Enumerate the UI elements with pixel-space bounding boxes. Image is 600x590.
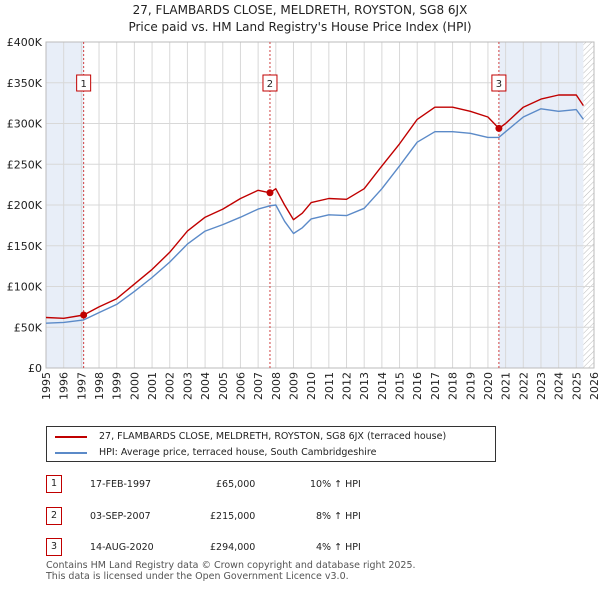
x-tick-label: 2012: [341, 372, 354, 400]
transaction-hpi-change: 8% ↑ HPI: [316, 511, 361, 522]
x-tick-label: 2008: [270, 372, 283, 400]
legend-swatch-hpi: [55, 452, 87, 454]
x-tick-label: 2003: [181, 372, 194, 400]
sale-point: [495, 124, 503, 132]
transaction-row: 2 03-SEP-2007 £215,000 8% ↑ HPI: [46, 507, 546, 525]
y-tick-label: £300K: [7, 118, 43, 131]
y-tick-label: £150K: [7, 240, 43, 253]
marker-label-box: [262, 74, 278, 92]
x-tick-label: 2009: [287, 372, 300, 400]
x-tick-label: 1995: [40, 372, 53, 400]
x-tick-label: 2025: [570, 372, 583, 400]
plot-frame: [45, 41, 595, 369]
transaction-hpi-change: 4% ↑ HPI: [316, 542, 361, 553]
y-tick-label: £50K: [14, 321, 43, 334]
transaction-price: £294,000: [210, 542, 256, 553]
footer-attribution: Contains HM Land Registry data © Crown c…: [46, 560, 416, 582]
x-tick-label: 2019: [464, 372, 477, 400]
x-tick-label: 2006: [234, 372, 247, 400]
x-tick-label: 2005: [217, 372, 230, 400]
transaction-price: £65,000: [216, 479, 256, 490]
transaction-hpi-change: 10% ↑ HPI: [310, 479, 361, 490]
sale-point: [266, 189, 274, 197]
y-tick-label: £350K: [7, 77, 43, 90]
marker-label: 3: [496, 79, 502, 90]
y-tick-label: £250K: [7, 158, 43, 171]
transaction-number-badge: 1: [46, 475, 62, 493]
footer-line-1: Contains HM Land Registry data © Crown c…: [46, 560, 416, 571]
x-tick-label: 2023: [535, 372, 548, 400]
y-tick-label: £0: [28, 362, 42, 375]
x-tick-label: 2026: [588, 372, 600, 400]
legend-label-hpi: HPI: Average price, terraced house, Sout…: [99, 447, 377, 458]
legend-label-property: 27, FLAMBARDS CLOSE, MELDRETH, ROYSTON, …: [99, 431, 447, 442]
x-tick-label: 2022: [517, 372, 530, 400]
x-tick-label: 2024: [553, 372, 566, 400]
y-tick-label: £200K: [7, 199, 43, 212]
sale-point: [80, 311, 88, 319]
x-tick-label: 2021: [500, 372, 513, 400]
transaction-row: 3 14-AUG-2020 £294,000 4% ↑ HPI: [46, 538, 546, 556]
transaction-row: 1 17-FEB-1997 £65,000 10% ↑ HPI: [46, 475, 546, 493]
x-tick-label: 2011: [323, 372, 336, 400]
x-tick-label: 1999: [111, 372, 124, 400]
y-tick-label: £400K: [7, 36, 43, 49]
transaction-date: 17-FEB-1997: [90, 479, 152, 490]
marker-label-box: [491, 74, 507, 92]
transaction-number-badge: 3: [46, 538, 62, 556]
x-tick-label: 2017: [429, 372, 442, 400]
marker-label: 2: [267, 79, 273, 90]
transaction-number-badge: 2: [46, 507, 62, 525]
y-tick-label: £100K: [7, 281, 43, 294]
x-tick-label: 2002: [164, 372, 177, 400]
chart-subtitle: Price paid vs. HM Land Registry's House …: [128, 20, 472, 34]
footer-line-2: This data is licensed under the Open Gov…: [46, 571, 349, 582]
x-tick-label: 2001: [146, 372, 159, 400]
legend-swatch-property: [55, 436, 87, 438]
x-tick-label: 2020: [482, 372, 495, 400]
x-tick-label: 1996: [58, 372, 71, 400]
x-tick-label: 2016: [411, 372, 424, 400]
x-tick-label: 2004: [199, 372, 212, 400]
marker-label-box: [76, 74, 92, 92]
x-tick-label: 1998: [93, 372, 106, 400]
transaction-price: £215,000: [210, 511, 256, 522]
x-tick-label: 2000: [128, 372, 141, 400]
marker-label: 1: [80, 79, 86, 90]
x-tick-label: 2010: [305, 372, 318, 400]
chart-legend: 27, FLAMBARDS CLOSE, MELDRETH, ROYSTON, …: [46, 426, 496, 462]
x-tick-label: 2007: [252, 372, 265, 400]
x-tick-label: 2015: [394, 372, 407, 400]
transaction-date: 14-AUG-2020: [90, 542, 154, 553]
x-tick-label: 2013: [358, 372, 371, 400]
x-tick-label: 2014: [376, 372, 389, 400]
x-tick-label: 1997: [75, 372, 88, 400]
price-chart: £0 £50K £100K £150K £200K £250K £300K £350K £400…: [7, 36, 600, 400]
chart-title: 27, FLAMBARDS CLOSE, MELDRETH, ROYSTON, …: [0, 2, 600, 36]
hpi-line: [45, 108, 584, 324]
x-tick-label: 2018: [447, 372, 460, 400]
transaction-date: 03-SEP-2007: [90, 511, 151, 522]
chart-title-line1: 27, FLAMBARDS CLOSE, MELDRETH, ROYSTON, …: [132, 3, 468, 17]
